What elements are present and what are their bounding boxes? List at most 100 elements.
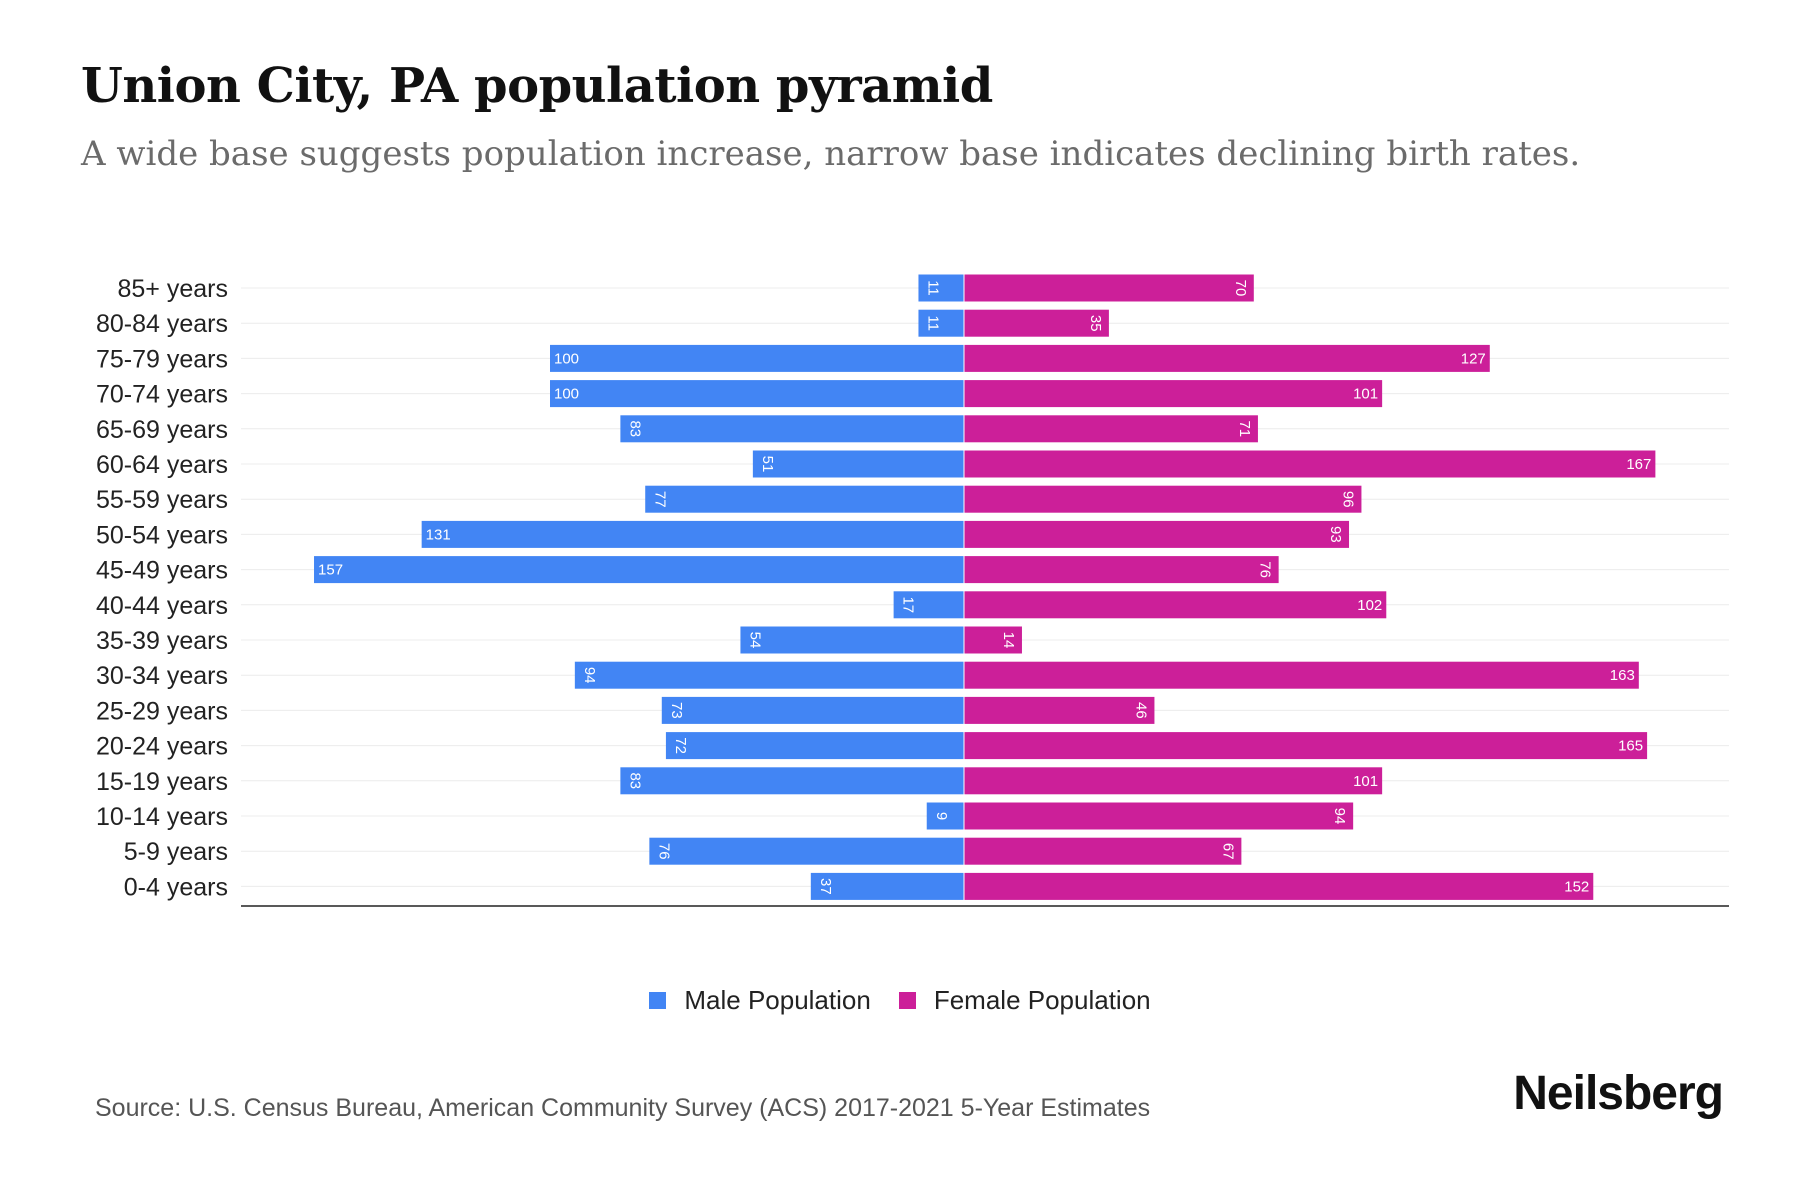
value-label-male-45-49-years: 157 xyxy=(318,562,343,579)
bar-male-50-54-years xyxy=(421,520,964,548)
chart-title: Union City, PA population pyramid xyxy=(81,58,993,114)
bar-female-45-49-years xyxy=(964,556,1279,584)
age-label-40-44-years: 40-44 years xyxy=(96,592,228,620)
legend: Male Population Female Population xyxy=(0,985,1800,1016)
bar-female-75-79-years xyxy=(964,344,1490,372)
bar-male-25-29-years xyxy=(661,696,964,724)
bar-female-60-64-years xyxy=(964,450,1656,478)
bar-female-65-69-years xyxy=(964,415,1258,443)
bar-male-45-49-years xyxy=(314,556,964,584)
value-label-male-40-44-years: 17 xyxy=(900,596,917,613)
bar-female-30-34-years xyxy=(964,661,1639,689)
legend-label-male: Male Population xyxy=(684,985,871,1015)
age-label-35-39-years: 35-39 years xyxy=(96,627,228,655)
bar-male-35-39-years xyxy=(740,626,964,654)
age-label-20-24-years: 20-24 years xyxy=(96,733,228,761)
bar-female-20-24-years xyxy=(964,732,1648,760)
value-label-male-55-59-years: 77 xyxy=(651,491,668,508)
age-label-5-9-years: 5-9 years xyxy=(124,838,228,866)
bar-female-55-59-years xyxy=(964,485,1362,513)
age-label-85plus-years: 85+ years xyxy=(118,275,229,303)
value-label-female-35-39-years: 14 xyxy=(1000,632,1017,649)
value-label-male-75-79-years: 100 xyxy=(554,350,579,367)
bar-female-5-9-years xyxy=(964,837,1242,865)
value-label-male-65-69-years: 83 xyxy=(626,420,643,437)
bar-male-15-19-years xyxy=(620,767,964,795)
grid-lines xyxy=(241,287,1729,887)
value-label-female-55-59-years: 96 xyxy=(1339,491,1356,508)
bar-male-70-74-years xyxy=(550,380,964,408)
age-label-80-84-years: 80-84 years xyxy=(96,310,228,338)
age-axis-labels: 85+ years 80-84 years 75-79 years 70-74 yea… xyxy=(96,275,228,901)
bar-female-70-74-years xyxy=(964,380,1383,408)
value-label-male-5-9-years: 76 xyxy=(655,843,672,860)
value-label-male-15-19-years: 83 xyxy=(626,772,643,789)
value-label-female-30-34-years: 163 xyxy=(1610,667,1635,684)
brand-logo: Neilsberg xyxy=(1513,1067,1724,1120)
value-label-male-70-74-years: 100 xyxy=(554,386,579,403)
value-label-male-0-4-years: 37 xyxy=(817,878,834,895)
value-label-female-80-84-years: 35 xyxy=(1087,315,1104,332)
legend-item-male: Male Population xyxy=(649,985,871,1016)
bar-female-0-4-years xyxy=(964,872,1594,900)
age-label-50-54-years: 50-54 years xyxy=(96,521,228,549)
legend-swatch-female xyxy=(898,992,916,1009)
bar-male-5-9-years xyxy=(649,837,964,865)
age-label-30-34-years: 30-34 years xyxy=(96,662,228,690)
value-label-female-65-69-years: 71 xyxy=(1236,420,1253,437)
value-label-female-5-9-years: 67 xyxy=(1219,843,1236,860)
value-label-female-60-64-years: 167 xyxy=(1626,456,1651,473)
value-label-female-50-54-years: 93 xyxy=(1327,526,1344,543)
bar-male-30-34-years xyxy=(574,661,964,689)
bar-male-75-79-years xyxy=(550,344,964,372)
value-label-female-0-4-years: 152 xyxy=(1564,878,1589,895)
bar-female-35-39-years xyxy=(964,626,1022,654)
age-label-55-59-years: 55-59 years xyxy=(96,486,228,514)
value-label-male-85plus-years: 11 xyxy=(924,280,941,296)
bar-male-55-59-years xyxy=(645,485,964,513)
value-label-male-10-14-years: 9 xyxy=(933,812,950,820)
bar-female-25-29-years xyxy=(964,696,1155,724)
age-label-70-74-years: 70-74 years xyxy=(96,381,228,409)
legend-item-female: Female Population xyxy=(898,985,1151,1016)
bar-male-10-14-years xyxy=(926,802,964,830)
bar-male-80-84-years xyxy=(918,309,964,337)
bar-male-85plus-years xyxy=(918,274,964,302)
bar-female-15-19-years xyxy=(964,767,1383,795)
source-note: Source: U.S. Census Bureau, American Com… xyxy=(95,1094,1151,1122)
bar-female-80-84-years xyxy=(964,309,1109,337)
legend-label-female: Female Population xyxy=(933,985,1151,1015)
age-label-0-4-years: 0-4 years xyxy=(124,873,228,901)
value-label-female-20-24-years: 165 xyxy=(1618,738,1643,755)
bar-male-60-64-years xyxy=(752,450,964,478)
value-label-male-60-64-years: 51 xyxy=(759,456,776,473)
value-label-female-70-74-years: 101 xyxy=(1353,386,1378,403)
bar-male-0-4-years xyxy=(810,872,964,900)
bar-female-10-14-years xyxy=(964,802,1354,830)
bar-female-40-44-years xyxy=(964,591,1387,619)
value-label-female-85plus-years: 70 xyxy=(1232,280,1249,297)
value-label-female-75-79-years: 127 xyxy=(1461,350,1486,367)
bars: 11 70 11 35 100 127 100 101 83 71 51 167 77 96 131 93 15… xyxy=(314,274,1656,906)
legend-swatch-male xyxy=(649,992,667,1009)
value-label-male-35-39-years: 54 xyxy=(746,632,763,649)
age-label-60-64-years: 60-64 years xyxy=(96,451,228,479)
bar-male-20-24-years xyxy=(665,732,964,760)
bar-male-65-69-years xyxy=(620,415,964,443)
value-label-female-45-49-years: 76 xyxy=(1257,561,1274,578)
age-label-10-14-years: 10-14 years xyxy=(96,803,228,831)
age-label-75-79-years: 75-79 years xyxy=(96,345,228,373)
bar-male-40-44-years xyxy=(893,591,964,619)
age-label-15-19-years: 15-19 years xyxy=(96,768,228,796)
bar-female-85plus-years xyxy=(964,274,1254,302)
value-label-female-10-14-years: 94 xyxy=(1331,808,1348,825)
value-label-male-25-29-years: 73 xyxy=(668,702,685,719)
age-label-25-29-years: 25-29 years xyxy=(96,697,228,725)
value-label-female-25-29-years: 46 xyxy=(1132,702,1149,719)
value-label-male-80-84-years: 11 xyxy=(924,315,941,331)
value-label-female-40-44-years: 102 xyxy=(1357,597,1382,614)
value-label-male-20-24-years: 72 xyxy=(672,737,689,754)
age-label-65-69-years: 65-69 years xyxy=(96,416,228,444)
value-label-male-30-34-years: 94 xyxy=(581,667,598,684)
